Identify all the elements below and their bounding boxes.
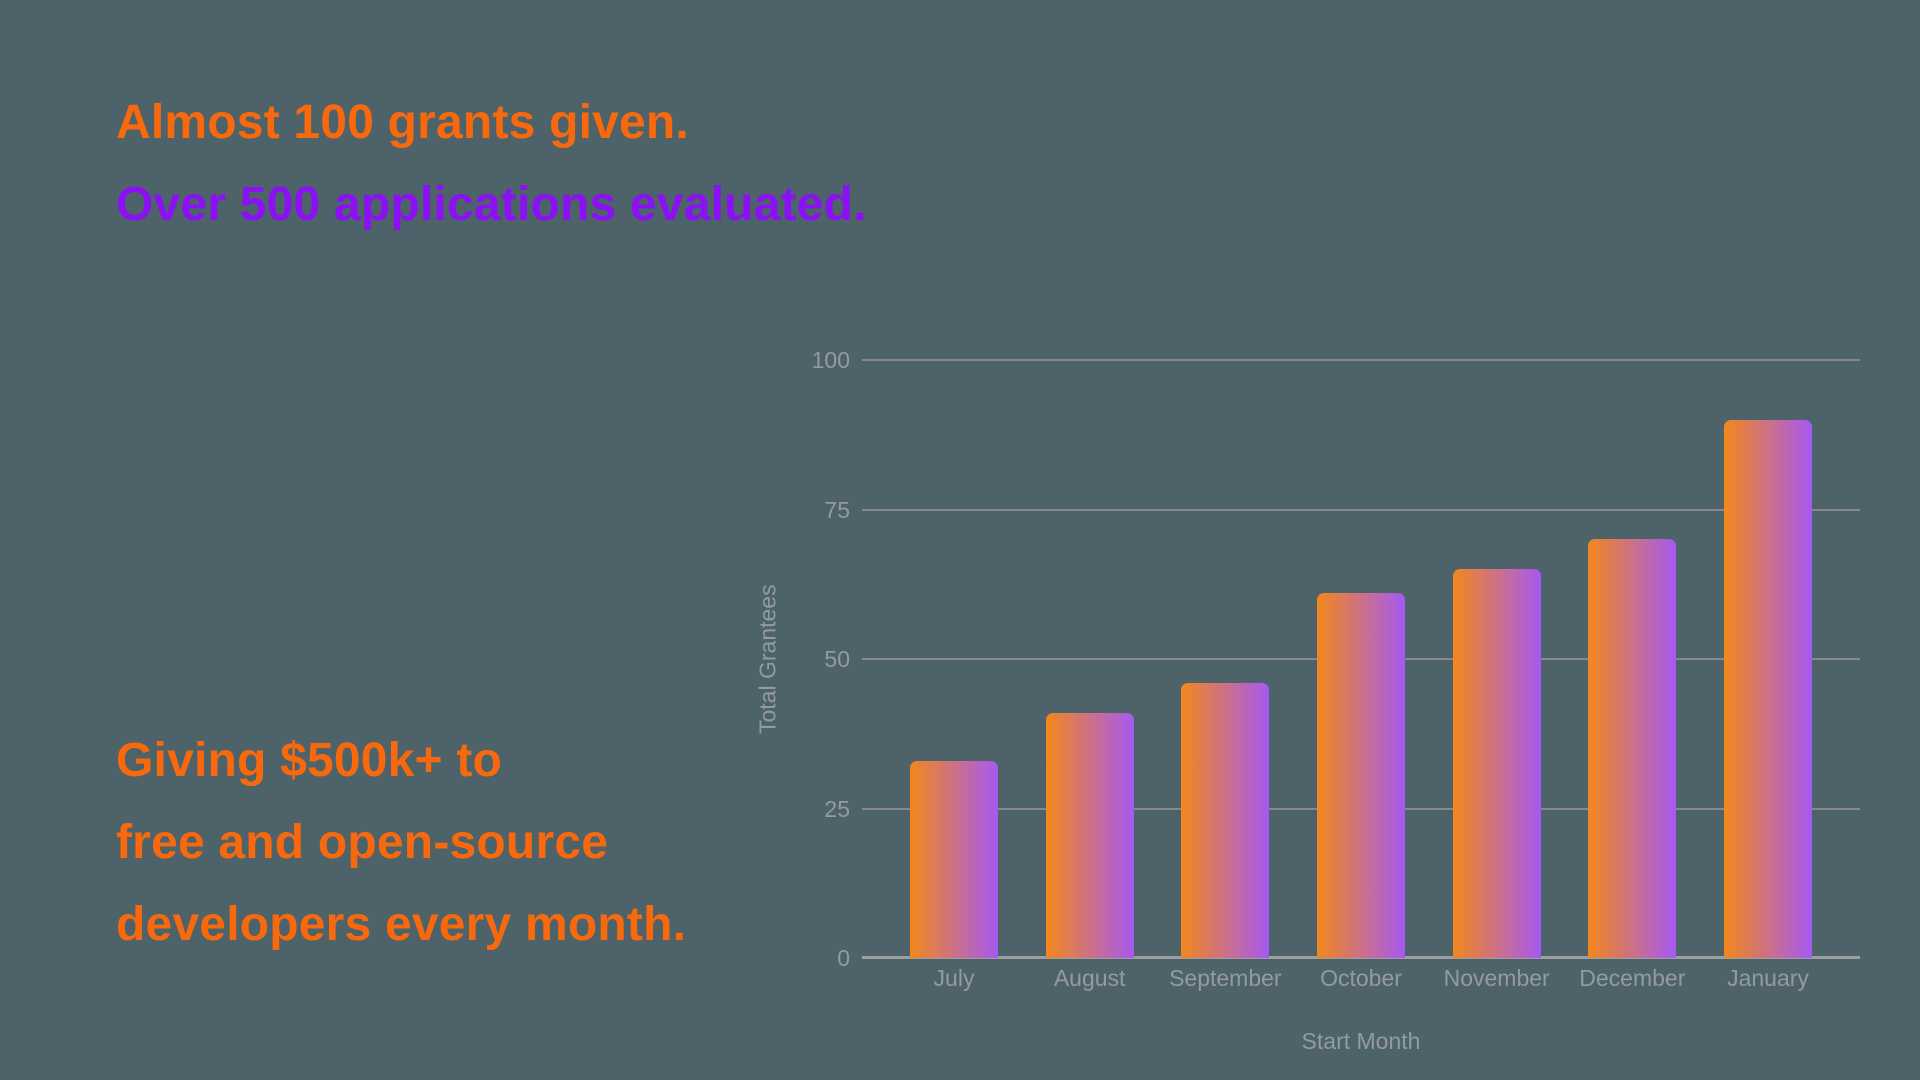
message-line-1: Giving $500k+ to (116, 734, 503, 787)
gridline-100 (862, 359, 1860, 361)
headline-grants: Almost 100 grants given. (116, 96, 689, 149)
bar-chart: Total Grantees 0 25 50 75 100 July August Septe… (755, 347, 1860, 1054)
x-tick-november: November (1443, 965, 1550, 991)
y-tick-50: 50 (824, 646, 850, 672)
plot-area: 0 25 50 75 100 July August September October Nove… (812, 347, 1860, 991)
x-tick-august: August (1053, 965, 1126, 991)
bar-october (1317, 593, 1405, 958)
bar-august (1045, 712, 1134, 958)
y-tick-75: 75 (824, 496, 850, 523)
headline: Almost 100 grants given. Over 500 applic… (116, 82, 867, 246)
bar-september (1181, 682, 1270, 958)
bar-november (1452, 569, 1541, 958)
bar-december (1588, 539, 1677, 958)
message-line-2: free and open-source (116, 816, 609, 869)
y-tick-25: 25 (824, 795, 850, 822)
x-tick-december: December (1579, 965, 1686, 991)
message: Giving $500k+ to free and open-source de… (116, 720, 686, 966)
message-line-3: developers every month. (116, 898, 687, 951)
bar-january (1724, 419, 1812, 958)
x-tick-january: January (1727, 965, 1809, 991)
x-tick-july: July (933, 965, 975, 991)
bar-july (910, 760, 998, 958)
y-axis-title: Total Grantees (754, 584, 781, 734)
y-tick-0: 0 (837, 945, 850, 971)
headline-applications: Over 500 applications evaluated. (116, 178, 867, 231)
x-axis-title: Start Month (1301, 1028, 1421, 1054)
y-tick-100: 100 (811, 347, 850, 373)
x-tick-september: September (1169, 965, 1282, 991)
gridline-75 (862, 508, 1860, 511)
x-tick-october: October (1320, 965, 1402, 991)
